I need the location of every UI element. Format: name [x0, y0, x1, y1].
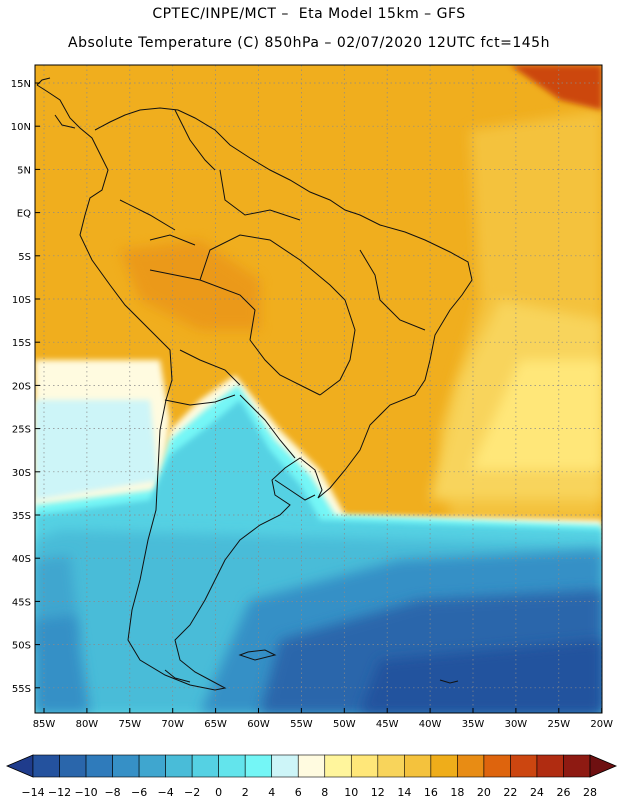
lon-label: 25W — [547, 719, 570, 730]
lon-label: 70W — [161, 719, 184, 730]
longitude-labels: 85W 80W 75W 70W 65W 60W 55W 50W 45W 40W 35W 30W 25W 2… — [33, 708, 613, 730]
colorbar-swatch — [244, 754, 273, 778]
colorbar-swatch — [430, 754, 458, 778]
colorbar — [5, 754, 618, 778]
colorbar-label: 26 — [556, 786, 570, 799]
colorbar-swatch — [165, 754, 193, 778]
colorbar-label: 0 — [215, 786, 222, 799]
colorbar-label: 22 — [503, 786, 517, 799]
colorbar-swatch — [297, 754, 326, 778]
lon-label: 20W — [590, 719, 613, 730]
lat-label: 15N — [11, 79, 31, 90]
lat-label: 55S — [12, 684, 31, 695]
lat-label: 20S — [12, 381, 31, 392]
colorbar-swatch — [59, 754, 87, 778]
colorbar-swatch — [191, 754, 219, 778]
lon-label: 65W — [204, 719, 227, 730]
lat-label: EQ — [17, 209, 31, 220]
colorbar-swatch — [324, 754, 352, 778]
colorbar-label: −2 — [184, 786, 200, 799]
lon-label: 45W — [376, 719, 399, 730]
colorbar-swatch — [85, 754, 113, 778]
lat-label: 10N — [11, 122, 31, 133]
colorbar-label: 16 — [424, 786, 438, 799]
colorbar-label: −8 — [104, 786, 120, 799]
lon-label: 60W — [247, 719, 270, 730]
lon-label: 80W — [76, 719, 99, 730]
lon-label: 75W — [118, 719, 141, 730]
lat-label: 25S — [12, 425, 31, 436]
lon-label: 85W — [33, 719, 56, 730]
colorbar-label: 4 — [268, 786, 275, 799]
colorbar-swatch — [536, 754, 564, 778]
colorbar-labels: −14 −12 −10 −8 −6 −4 −2 0 2 4 6 8 10 12 14 16 18 20 22 24 26… — [21, 786, 597, 799]
colorbar-swatch — [112, 754, 140, 778]
lon-label: 50W — [333, 719, 356, 730]
colorbar-swatch — [218, 754, 246, 778]
map-grid — [35, 65, 602, 713]
colorbar-swatch — [457, 754, 485, 778]
colorbar-swatch — [483, 754, 511, 778]
colorbar-label: 24 — [530, 786, 544, 799]
colorbar-label: 20 — [477, 786, 491, 799]
lat-label: 50S — [12, 641, 31, 652]
colorbar-label: −14 — [21, 786, 44, 799]
temperature-field — [35, 65, 602, 713]
colorbar-label: 2 — [242, 786, 249, 799]
colorbar-swatch — [510, 754, 538, 778]
colorbar-swatch — [32, 754, 60, 778]
lat-label: 35S — [12, 511, 31, 522]
lat-label: 10S — [12, 295, 31, 306]
colorbar-swatch — [271, 754, 299, 778]
lon-label: 30W — [505, 719, 528, 730]
colorbar-swatch — [404, 754, 432, 778]
colorbar-swatch — [377, 754, 405, 778]
colorbar-label: −12 — [48, 786, 71, 799]
lat-label: 45S — [12, 597, 31, 608]
colorbar-label: −4 — [158, 786, 174, 799]
lon-label: 35W — [462, 719, 485, 730]
lon-label: 55W — [290, 719, 313, 730]
lon-label: 40W — [419, 719, 442, 730]
lat-label: 5S — [18, 252, 31, 263]
colorbar-label: 14 — [397, 786, 411, 799]
colorbar-label: 28 — [583, 786, 597, 799]
colorbar-label: 8 — [321, 786, 328, 799]
colorbar-swatch — [350, 754, 379, 778]
colorbar-label: −10 — [74, 786, 97, 799]
lat-label: 40S — [12, 554, 31, 565]
map-title: CPTEC/INPE/MCT – Eta Model 15km – GFS — [152, 6, 466, 22]
lat-label: 5N — [17, 165, 31, 176]
latitude-labels: 15N 10N 5N EQ 5S 10S 15S 20S 25S 30S 35S 40S 45S 50S 5… — [11, 79, 40, 695]
colorbar-label: 6 — [295, 786, 302, 799]
colorbar-label: −6 — [131, 786, 147, 799]
colorbar-label: 12 — [371, 786, 385, 799]
colorbar-high-arrow — [589, 754, 618, 778]
lat-label: 15S — [12, 338, 31, 349]
colorbar-swatch — [138, 754, 166, 778]
colorbar-label: 10 — [344, 786, 358, 799]
colorbar-swatch — [563, 754, 591, 778]
colorbar-low-arrow — [5, 754, 34, 778]
lat-label: 30S — [12, 468, 31, 479]
colorbar-label: 18 — [450, 786, 464, 799]
map-frame — [34, 64, 603, 714]
coastlines — [36, 77, 473, 691]
map-subtitle: Absolute Temperature (C) 850hPa – 02/07/… — [68, 35, 550, 51]
